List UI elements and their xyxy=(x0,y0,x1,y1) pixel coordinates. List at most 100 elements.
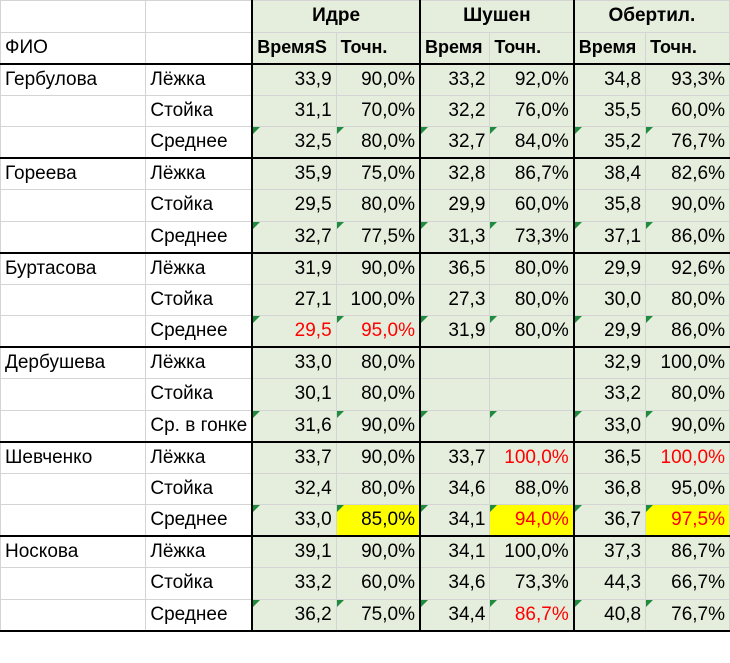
time-cell[interactable]: 32,7 xyxy=(251,220,337,254)
accuracy-cell[interactable]: 100,0% xyxy=(645,441,730,474)
athlete-name-cell[interactable]: Дербушева xyxy=(0,346,147,379)
group-header[interactable]: Шушен xyxy=(418,0,575,33)
time-cell[interactable]: 39,1 xyxy=(251,535,337,568)
accuracy-cell[interactable]: 86,0% xyxy=(645,220,730,254)
time-cell[interactable]: 34,4 xyxy=(418,598,491,632)
time-cell[interactable]: 36,7 xyxy=(572,504,647,537)
accuracy-cell[interactable]: 73,3% xyxy=(489,567,575,600)
time-cell[interactable]: 34,8 xyxy=(572,63,647,96)
accuracy-cell[interactable]: 100,0% xyxy=(489,441,575,474)
group-header[interactable]: Обертил. xyxy=(572,0,730,33)
accuracy-cell[interactable]: 76,7% xyxy=(645,126,730,159)
position-cell[interactable]: Стойка xyxy=(145,189,253,222)
accuracy-cell[interactable]: 90,0% xyxy=(335,409,421,443)
time-cell[interactable]: 31,9 xyxy=(418,315,491,348)
accuracy-cell[interactable]: 95,0% xyxy=(335,315,421,348)
position-cell[interactable]: Лёжка xyxy=(145,346,253,379)
accuracy-cell[interactable]: 88,0% xyxy=(489,472,575,505)
time-cell[interactable]: 29,5 xyxy=(251,315,337,348)
position-cell[interactable]: Лёжка xyxy=(145,63,253,96)
column-header[interactable]: Точн. xyxy=(645,31,730,65)
position-cell[interactable]: Лёжка xyxy=(145,535,253,568)
accuracy-cell[interactable]: 100,0% xyxy=(489,535,575,568)
accuracy-cell[interactable]: 92,0% xyxy=(489,63,575,96)
position-cell[interactable]: Среднее xyxy=(145,315,253,348)
time-cell[interactable]: 29,9 xyxy=(418,189,491,222)
athlete-name-cell[interactable] xyxy=(0,472,147,505)
cell-empty[interactable] xyxy=(145,0,253,33)
accuracy-cell[interactable]: 90,0% xyxy=(335,535,421,568)
time-cell[interactable]: 31,1 xyxy=(251,94,337,127)
time-cell[interactable]: 35,2 xyxy=(572,126,647,159)
time-cell[interactable] xyxy=(418,378,491,411)
accuracy-cell[interactable]: 80,0% xyxy=(335,346,421,379)
accuracy-cell[interactable]: 90,0% xyxy=(645,189,730,222)
accuracy-cell[interactable]: 100,0% xyxy=(335,283,421,316)
time-cell[interactable]: 40,8 xyxy=(572,598,647,632)
position-cell[interactable]: Стойка xyxy=(145,283,253,316)
time-cell[interactable]: 34,6 xyxy=(418,567,491,600)
position-cell[interactable]: Среднее xyxy=(145,504,253,537)
accuracy-cell[interactable]: 80,0% xyxy=(489,315,575,348)
position-cell[interactable]: Среднее xyxy=(145,220,253,254)
time-cell[interactable]: 34,6 xyxy=(418,472,491,505)
accuracy-cell[interactable]: 77,5% xyxy=(335,220,421,254)
accuracy-cell[interactable]: 60,0% xyxy=(645,94,730,127)
athlete-name-cell[interactable] xyxy=(0,378,147,411)
fio-header[interactable]: ФИО xyxy=(0,31,147,65)
athlete-name-cell[interactable]: Буртасова xyxy=(0,252,147,285)
time-cell[interactable]: 36,8 xyxy=(572,472,647,505)
athlete-name-cell[interactable] xyxy=(0,94,147,127)
time-cell[interactable] xyxy=(418,346,491,379)
time-cell[interactable]: 34,1 xyxy=(418,504,491,537)
time-cell[interactable]: 31,9 xyxy=(251,252,337,285)
athlete-name-cell[interactable] xyxy=(0,126,147,159)
accuracy-cell[interactable]: 97,5% xyxy=(645,504,730,537)
accuracy-cell[interactable]: 76,0% xyxy=(489,94,575,127)
accuracy-cell[interactable]: 80,0% xyxy=(489,283,575,316)
position-cell[interactable]: Среднее xyxy=(145,598,253,632)
time-cell[interactable]: 33,2 xyxy=(572,378,647,411)
position-cell[interactable]: Лёжка xyxy=(145,157,253,190)
time-cell[interactable]: 33,7 xyxy=(418,441,491,474)
position-cell[interactable]: Ср. в гонке xyxy=(145,409,253,443)
accuracy-cell[interactable]: 80,0% xyxy=(645,378,730,411)
time-cell[interactable]: 29,5 xyxy=(251,189,337,222)
position-cell[interactable]: Среднее xyxy=(145,126,253,159)
accuracy-cell[interactable]: 95,0% xyxy=(645,472,730,505)
accuracy-cell[interactable]: 80,0% xyxy=(335,126,421,159)
accuracy-cell[interactable]: 93,3% xyxy=(645,63,730,96)
position-cell[interactable]: Стойка xyxy=(145,94,253,127)
time-cell[interactable]: 37,3 xyxy=(572,535,647,568)
accuracy-cell[interactable]: 84,0% xyxy=(489,126,575,159)
accuracy-cell[interactable]: 90,0% xyxy=(335,252,421,285)
accuracy-cell[interactable]: 70,0% xyxy=(335,94,421,127)
athlete-name-cell[interactable] xyxy=(0,220,147,254)
position-cell[interactable]: Лёжка xyxy=(145,252,253,285)
accuracy-cell[interactable]: 92,6% xyxy=(645,252,730,285)
accuracy-cell[interactable]: 86,7% xyxy=(489,598,575,632)
accuracy-cell[interactable]: 76,7% xyxy=(645,598,730,632)
athlete-name-cell[interactable] xyxy=(0,567,147,600)
accuracy-cell[interactable]: 75,0% xyxy=(335,157,421,190)
position-cell[interactable]: Стойка xyxy=(145,472,253,505)
time-cell[interactable]: 33,0 xyxy=(251,346,337,379)
column-header[interactable]: Точн. xyxy=(489,31,575,65)
athlete-name-cell[interactable]: Гербулова xyxy=(0,63,147,96)
accuracy-cell[interactable]: 60,0% xyxy=(489,189,575,222)
time-cell[interactable]: 34,1 xyxy=(418,535,491,568)
accuracy-cell[interactable]: 86,7% xyxy=(645,535,730,568)
accuracy-cell[interactable]: 86,0% xyxy=(645,315,730,348)
column-header[interactable]: Время xyxy=(418,31,491,65)
athlete-name-cell[interactable] xyxy=(0,409,147,443)
time-cell[interactable]: 32,8 xyxy=(418,157,491,190)
time-cell[interactable]: 29,9 xyxy=(572,315,647,348)
time-cell[interactable]: 33,7 xyxy=(251,441,337,474)
accuracy-cell[interactable]: 80,0% xyxy=(645,283,730,316)
time-cell[interactable]: 32,7 xyxy=(418,126,491,159)
position-cell[interactable]: Стойка xyxy=(145,378,253,411)
accuracy-cell[interactable]: 90,0% xyxy=(335,441,421,474)
accuracy-cell[interactable]: 80,0% xyxy=(335,472,421,505)
accuracy-cell[interactable]: 80,0% xyxy=(489,252,575,285)
time-cell[interactable]: 36,2 xyxy=(251,598,337,632)
